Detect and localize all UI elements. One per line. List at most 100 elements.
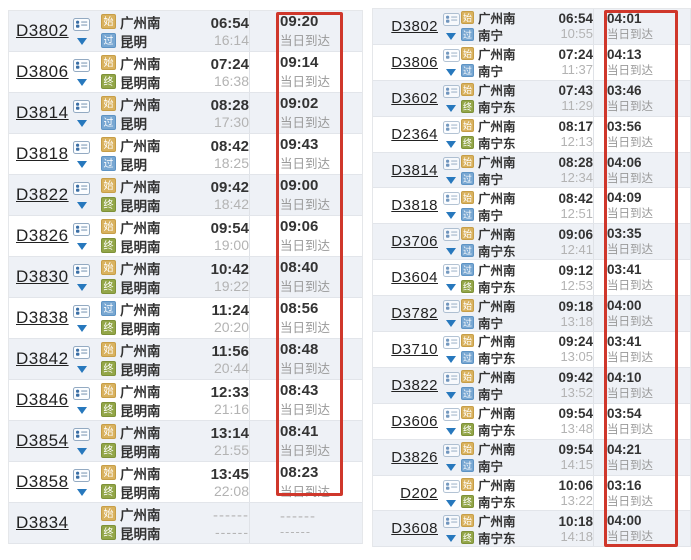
expand-chevron-down-icon[interactable] [446,427,456,435]
id-card-icon[interactable] [442,300,460,318]
origin-type-badge: 始 [461,513,474,527]
train-number-link[interactable]: D3858 [16,472,69,491]
train-icons [72,345,92,373]
expand-chevron-down-icon[interactable] [76,78,87,86]
train-number-link[interactable]: D3602 [391,89,438,107]
expand-chevron-down-icon[interactable] [76,119,87,127]
train-number-link[interactable]: D3838 [16,308,69,327]
destination-type-badge: 过 [461,243,474,257]
train-number-link[interactable]: D202 [400,484,438,502]
id-card-icon[interactable] [73,222,91,241]
train-number-link[interactable]: D3830 [16,267,69,286]
expand-chevron-down-icon[interactable] [446,140,456,148]
id-card-icon[interactable] [442,48,460,67]
expand-chevron-down-icon[interactable] [446,212,456,220]
expand-chevron-down-icon[interactable] [446,176,456,184]
expand-chevron-down-icon[interactable] [76,160,87,168]
destination-type-badge: 终 [101,279,116,294]
id-card-icon[interactable] [73,58,91,77]
id-card-icon[interactable] [73,468,91,487]
id-card-icon[interactable] [442,443,460,462]
train-number-link[interactable]: D3814 [16,103,69,122]
id-card-icon[interactable] [73,427,91,446]
id-card-icon[interactable] [442,120,460,139]
id-card-icon[interactable] [442,192,460,210]
expand-chevron-down-icon[interactable] [76,37,87,45]
id-card-icon[interactable] [442,264,460,282]
expand-chevron-down-icon[interactable] [76,283,87,291]
train-number-link[interactable]: D3826 [16,226,69,245]
train-number-link[interactable]: D2364 [391,125,438,143]
expand-chevron-down-icon[interactable] [446,320,456,328]
id-card-icon[interactable] [73,17,91,36]
train-number-link[interactable]: D3706 [391,233,438,251]
train-number-link[interactable]: D3806 [391,53,438,71]
train-row: D3814 始 广州南 过 [373,152,690,189]
train-number-link[interactable]: D3842 [16,349,69,368]
expand-chevron-down-icon[interactable] [76,242,87,250]
train-number-link[interactable]: D3818 [391,197,438,215]
expand-chevron-down-icon[interactable] [76,488,87,496]
id-card-icon[interactable] [442,84,460,103]
destination-station: 昆明 [120,157,147,173]
expand-chevron-down-icon[interactable] [76,406,87,414]
expand-chevron-down-icon[interactable] [446,68,456,76]
train-number-link[interactable]: D3834 [16,513,69,532]
id-card-icon[interactable] [73,99,91,118]
expand-chevron-down-icon[interactable] [446,499,456,507]
expand-chevron-down-icon[interactable] [446,104,456,112]
train-number-link[interactable]: D3604 [391,269,438,287]
id-card-icon[interactable] [442,407,460,426]
id-card-icon[interactable] [73,181,91,200]
train-number-link[interactable]: D3608 [391,520,438,538]
id-card-icon[interactable] [442,228,460,246]
arrival-time: 14:15 [560,457,593,473]
train-number-link[interactable]: D3822 [391,376,438,394]
id-card-icon[interactable] [442,335,460,354]
travel-duration: 04:09 [607,190,642,206]
expand-chevron-down-icon[interactable] [76,324,87,332]
id-card-icon[interactable] [73,386,91,405]
id-card-icon[interactable] [442,515,460,533]
train-number-link[interactable]: D3806 [16,62,69,81]
expand-chevron-down-icon[interactable] [446,535,456,543]
expand-chevron-down-icon[interactable] [446,284,456,292]
id-card-icon[interactable] [442,479,460,498]
id-card-icon[interactable] [442,156,460,175]
arrival-time: 12:34 [560,170,593,185]
train-number-link[interactable]: D3854 [16,431,69,450]
id-card-icon[interactable] [73,345,91,364]
train-number-link[interactable]: D3822 [16,185,69,204]
train-number-link[interactable]: D3606 [391,412,438,430]
expand-chevron-down-icon[interactable] [76,201,87,209]
destination-type-badge: 过 [461,387,474,401]
expand-chevron-down-icon[interactable] [446,32,456,40]
travel-duration: 04:10 [607,369,642,385]
expand-chevron-down-icon[interactable] [446,355,456,363]
train-number-link[interactable]: D3782 [391,305,438,323]
train-number-link[interactable]: D3826 [391,448,438,466]
train-number-link[interactable]: D3802 [391,17,438,35]
id-card-icon[interactable] [73,304,91,323]
expand-chevron-down-icon[interactable] [446,248,456,256]
train-number-link[interactable]: D3802 [16,21,69,40]
destination-station: 南宁 [478,208,504,223]
id-card-icon[interactable] [73,140,91,159]
expand-chevron-down-icon[interactable] [446,463,456,471]
id-card-icon[interactable] [442,12,460,31]
train-row: D202 始 广州南 终 [373,475,690,512]
train-number-link[interactable]: D3846 [16,390,69,409]
train-number-link[interactable]: D3818 [16,144,69,163]
departure-time: 11:56 [211,342,249,360]
id-card-icon[interactable] [73,263,91,282]
train-cell: D3802 [373,12,461,40]
stations-cell: 过 广州南 终 南宁东 [461,261,545,295]
id-card-icon[interactable] [442,371,460,390]
train-number-link[interactable]: D3814 [391,161,438,179]
expand-chevron-down-icon[interactable] [446,391,456,399]
origin-station: 广州南 [478,299,516,314]
expand-chevron-down-icon[interactable] [76,365,87,373]
train-number-link[interactable]: D3710 [391,340,438,358]
expand-chevron-down-icon[interactable] [76,447,87,455]
train-row: D3834 始 广州南 终 昆明南 ------ ------ ------ -… [9,503,362,544]
